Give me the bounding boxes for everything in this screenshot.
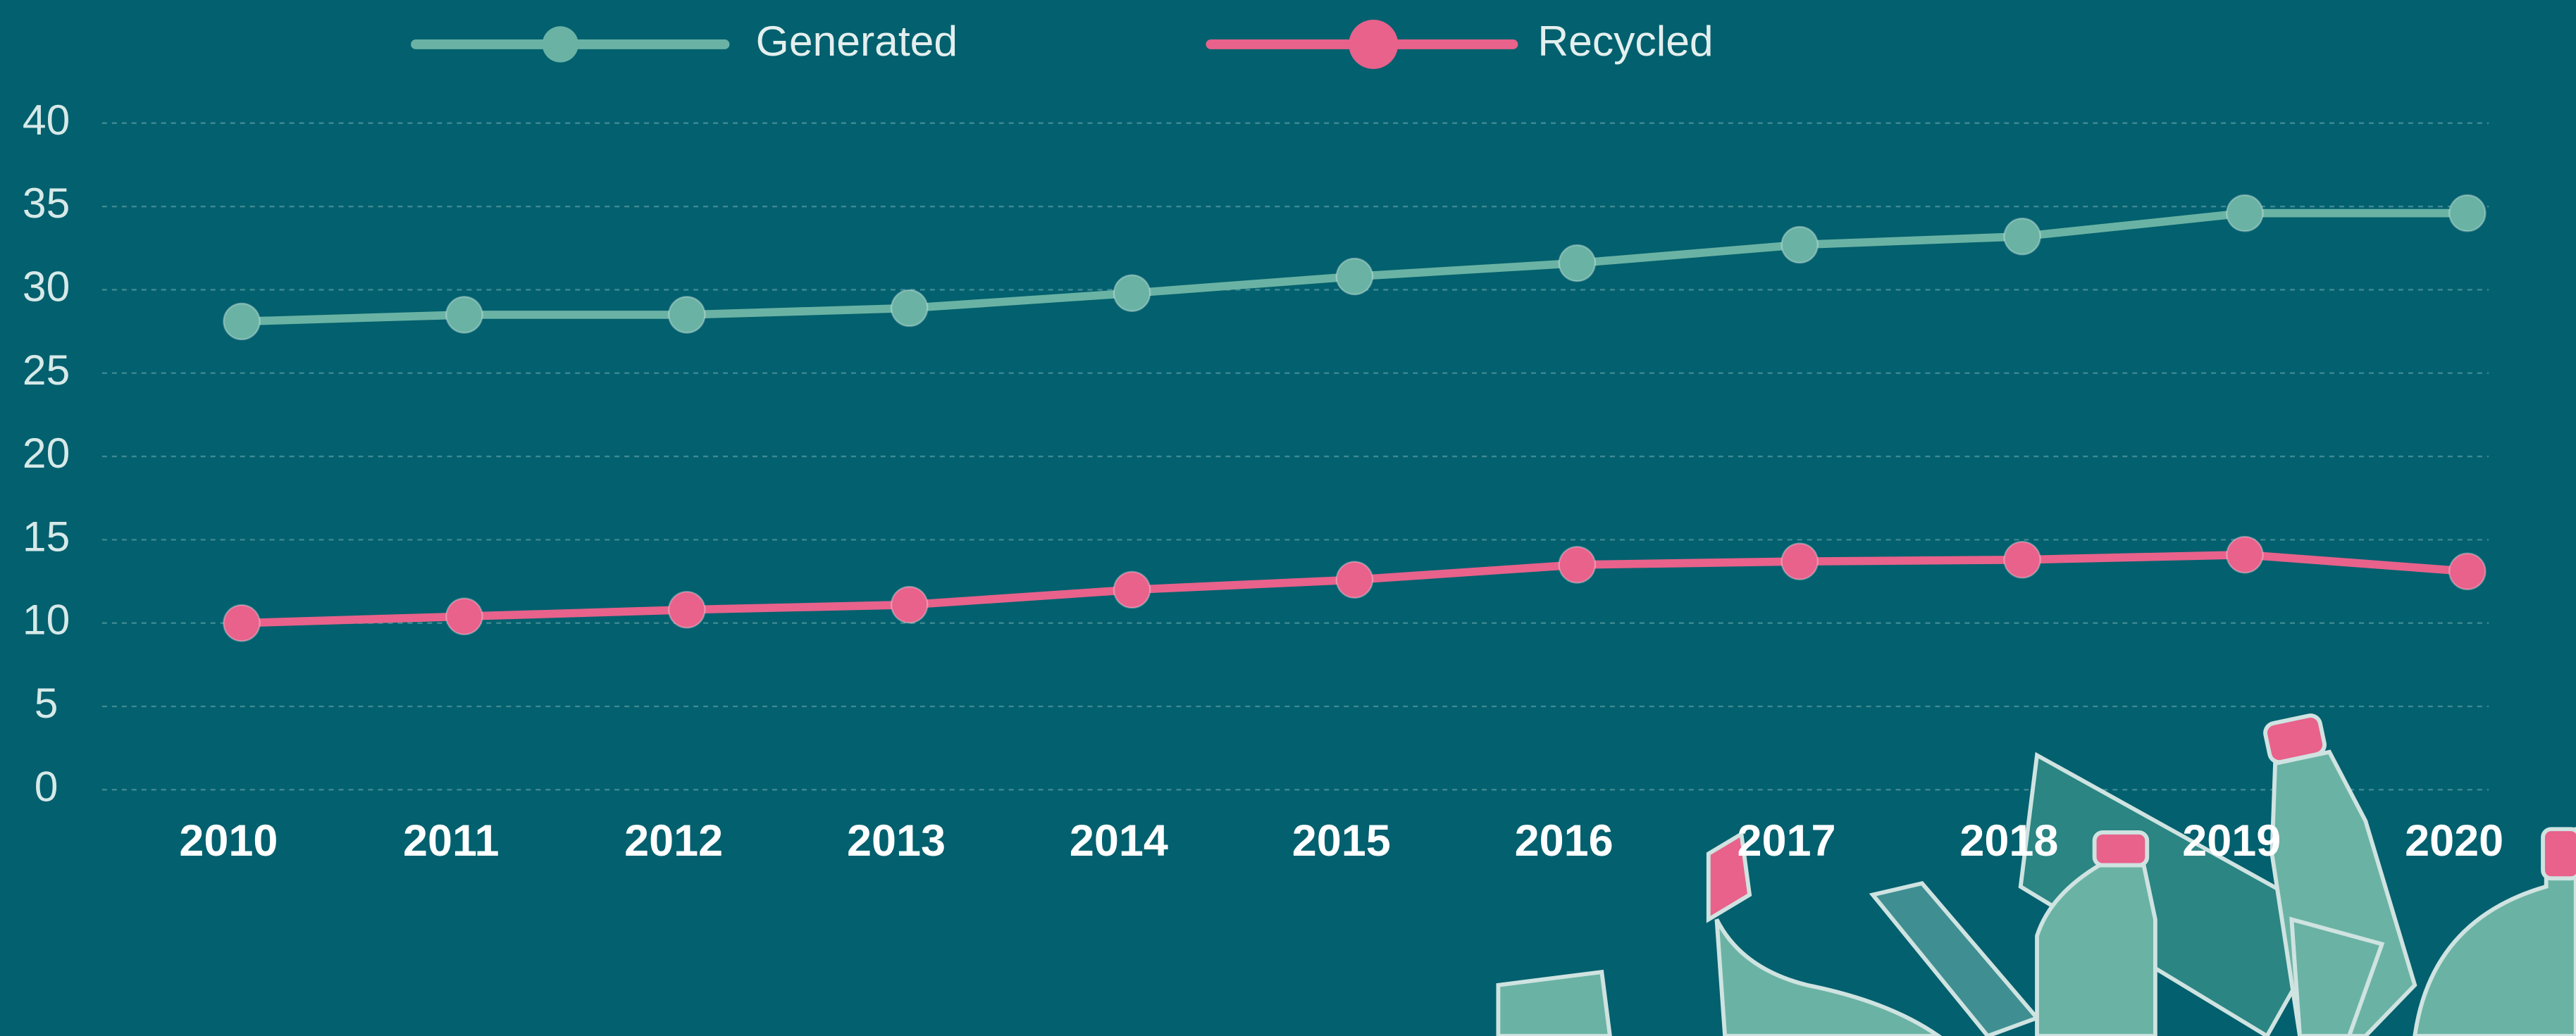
- data-point: [2004, 542, 2040, 578]
- x-tick-label: 2014: [1070, 816, 1168, 866]
- y-tick-label: 40: [23, 96, 70, 144]
- data-point: [2004, 218, 2040, 254]
- y-tick-label: 5: [35, 679, 58, 727]
- data-point: [2227, 195, 2262, 231]
- decoration: [1498, 713, 2576, 1036]
- x-tick-label: 2011: [403, 816, 500, 866]
- x-tick-label: 2012: [624, 816, 723, 866]
- data-point: [669, 297, 705, 332]
- data-point: [669, 592, 705, 628]
- page: {"chart_data": {"type": "line", "categor…: [0, 0, 2576, 1036]
- x-tick-label: 2015: [1292, 816, 1391, 866]
- decoration: [2095, 832, 2148, 866]
- data-point: [446, 599, 482, 635]
- data-point: [223, 304, 259, 339]
- data-point: [1559, 547, 1595, 582]
- x-tick-label: 2016: [1515, 816, 1614, 866]
- y-tick-label: 20: [23, 429, 70, 477]
- y-tick-label: 30: [23, 262, 70, 310]
- data-point: [1114, 275, 1150, 311]
- x-tick-label: 2010: [179, 816, 278, 866]
- y-tick-label: 25: [23, 346, 70, 394]
- x-tick-label: 2019: [2182, 816, 2281, 866]
- x-tick-label: 2020: [2405, 816, 2503, 866]
- y-tick-label: 35: [23, 179, 70, 227]
- y-tick-label: 10: [23, 596, 70, 644]
- legend-marker: [543, 26, 578, 62]
- data-point: [1559, 245, 1595, 281]
- data-point: [446, 297, 482, 332]
- y-tick-label: 15: [23, 512, 70, 560]
- data-point: [2227, 537, 2262, 573]
- legend-label: Generated: [756, 17, 958, 65]
- x-tick-label: 2013: [847, 816, 946, 866]
- data-point: [1782, 544, 1818, 580]
- x-tick-label: 2018: [1959, 816, 2058, 866]
- data-point: [1337, 258, 1373, 294]
- x-tick-label: 2017: [1738, 816, 1836, 866]
- data-point: [891, 290, 927, 326]
- legend-marker: [1349, 20, 1398, 69]
- decoration: [2543, 829, 2576, 878]
- chart: 0 5 10 15 20 25 30 35 40 2010 2011 2012 2013 2014 201…: [0, 0, 2576, 1036]
- data-point: [1337, 562, 1373, 598]
- data-point: [891, 587, 927, 623]
- data-point: [2449, 195, 2485, 231]
- decoration: [1498, 972, 1610, 1036]
- y-tick-label: 0: [35, 762, 58, 810]
- legend-label: Recycled: [1537, 17, 1713, 65]
- data-point: [1782, 227, 1818, 263]
- data-point: [2449, 554, 2485, 589]
- data-point: [1114, 572, 1150, 608]
- data-point: [223, 605, 259, 641]
